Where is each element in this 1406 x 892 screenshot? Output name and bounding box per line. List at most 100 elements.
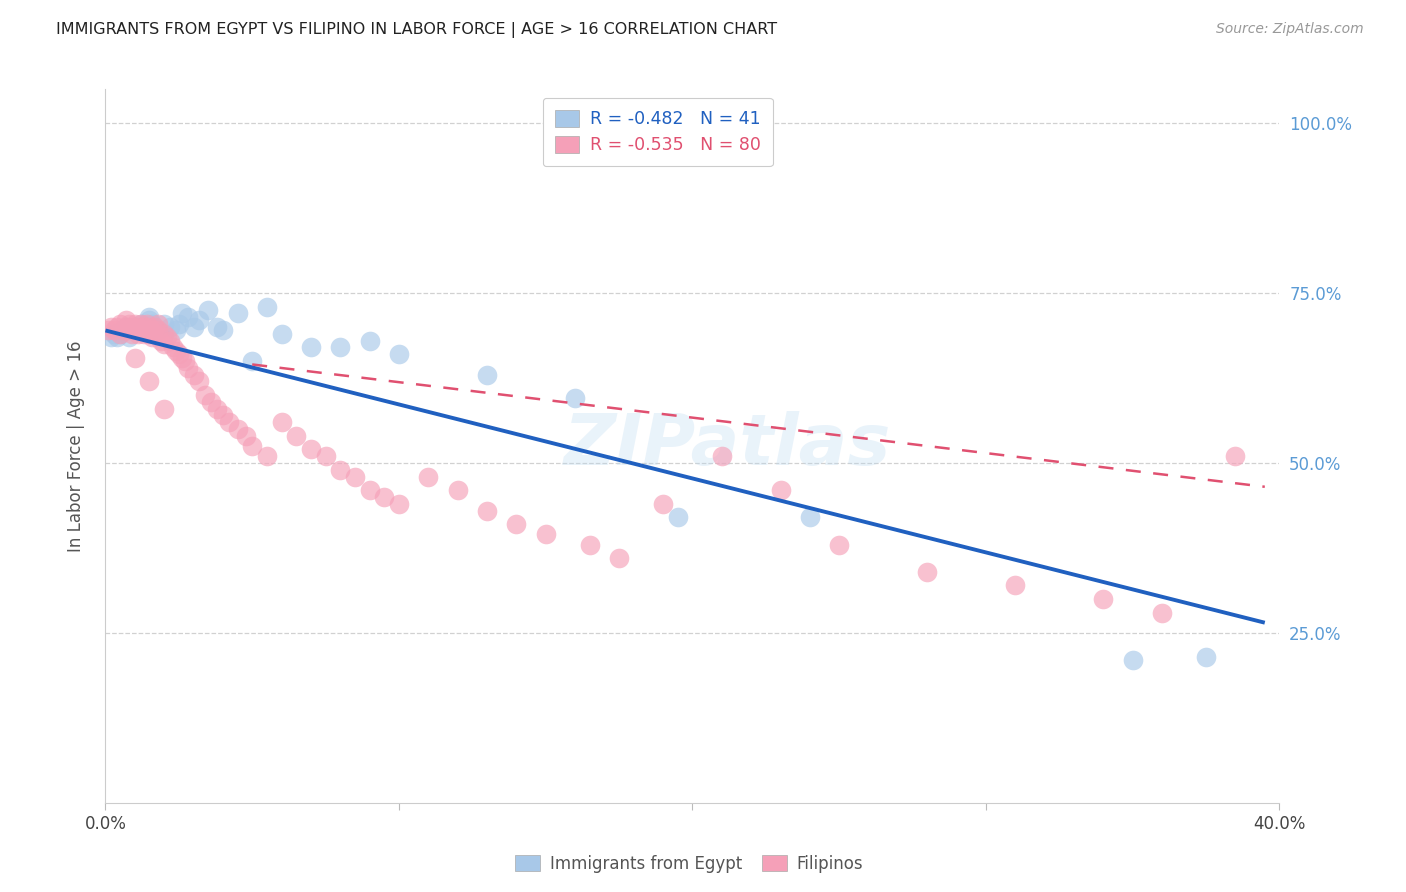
Point xyxy=(148,323,170,337)
Point xyxy=(132,320,155,334)
Point xyxy=(218,415,240,429)
Point xyxy=(138,310,160,324)
Point xyxy=(578,537,600,551)
Point xyxy=(138,320,160,334)
Point xyxy=(329,341,352,355)
Point xyxy=(299,341,322,355)
Point xyxy=(153,337,176,351)
Text: ZIPatlas: ZIPatlas xyxy=(564,411,891,481)
Point xyxy=(132,320,155,334)
Point xyxy=(153,401,176,416)
Point xyxy=(226,306,249,320)
Point xyxy=(285,429,308,443)
Point xyxy=(205,320,228,334)
Point xyxy=(240,354,263,368)
Point xyxy=(235,429,257,443)
Point xyxy=(388,497,411,511)
Point xyxy=(564,392,586,406)
Point xyxy=(105,330,128,344)
Point xyxy=(211,323,233,337)
Point xyxy=(112,323,135,337)
Point xyxy=(148,317,170,331)
Point xyxy=(167,317,190,331)
Point xyxy=(475,368,498,382)
Point xyxy=(129,323,152,337)
Point xyxy=(121,323,143,337)
Point xyxy=(176,310,198,324)
Point xyxy=(124,351,146,365)
Point xyxy=(799,510,821,524)
Point xyxy=(141,317,163,331)
Point xyxy=(475,503,498,517)
Point xyxy=(446,483,468,498)
Point xyxy=(135,317,157,331)
Point xyxy=(176,360,198,375)
Point xyxy=(129,317,152,331)
Point xyxy=(100,330,122,344)
Point xyxy=(917,565,939,579)
Point xyxy=(143,320,166,334)
Point xyxy=(505,517,527,532)
Legend: R = -0.482   N = 41, R = -0.535   N = 80: R = -0.482 N = 41, R = -0.535 N = 80 xyxy=(543,98,772,167)
Point xyxy=(148,323,170,337)
Point xyxy=(124,320,146,334)
Point xyxy=(194,388,217,402)
Point xyxy=(359,334,381,348)
Point xyxy=(124,323,146,337)
Point xyxy=(710,449,733,463)
Point xyxy=(129,317,152,331)
Point xyxy=(121,320,143,334)
Point xyxy=(118,323,141,337)
Point xyxy=(103,323,125,337)
Point xyxy=(115,313,138,327)
Point xyxy=(127,320,149,334)
Point xyxy=(1004,578,1026,592)
Point xyxy=(256,449,278,463)
Point xyxy=(153,317,176,331)
Point xyxy=(97,323,120,337)
Point xyxy=(150,334,173,348)
Point xyxy=(183,320,205,334)
Point xyxy=(153,326,176,341)
Text: IMMIGRANTS FROM EGYPT VS FILIPINO IN LABOR FORCE | AGE > 16 CORRELATION CHART: IMMIGRANTS FROM EGYPT VS FILIPINO IN LAB… xyxy=(56,22,778,38)
Point xyxy=(108,326,131,341)
Point xyxy=(200,394,222,409)
Point xyxy=(1122,653,1144,667)
Point xyxy=(124,323,146,337)
Point xyxy=(1150,606,1173,620)
Text: Source: ZipAtlas.com: Source: ZipAtlas.com xyxy=(1216,22,1364,37)
Point xyxy=(359,483,381,498)
Point xyxy=(112,323,135,337)
Point xyxy=(1195,649,1218,664)
Point xyxy=(256,300,278,314)
Point xyxy=(299,442,322,457)
Point xyxy=(270,326,292,341)
Point xyxy=(188,313,211,327)
Point xyxy=(108,326,131,341)
Point xyxy=(173,354,195,368)
Point xyxy=(159,334,181,348)
Point xyxy=(138,375,160,389)
Point xyxy=(534,527,557,541)
Point xyxy=(135,323,157,337)
Point xyxy=(828,537,851,551)
Y-axis label: In Labor Force | Age > 16: In Labor Force | Age > 16 xyxy=(66,340,84,552)
Point xyxy=(156,330,179,344)
Point xyxy=(205,401,228,416)
Point xyxy=(211,409,233,423)
Point xyxy=(240,439,263,453)
Point xyxy=(162,341,184,355)
Point xyxy=(315,449,337,463)
Point xyxy=(115,320,138,334)
Point xyxy=(100,320,122,334)
Point xyxy=(329,463,352,477)
Point xyxy=(138,313,160,327)
Point xyxy=(132,326,155,341)
Point xyxy=(188,375,211,389)
Point xyxy=(170,306,193,320)
Point xyxy=(769,483,792,498)
Point xyxy=(141,323,163,337)
Point xyxy=(103,326,125,341)
Point xyxy=(197,303,219,318)
Point xyxy=(105,320,128,334)
